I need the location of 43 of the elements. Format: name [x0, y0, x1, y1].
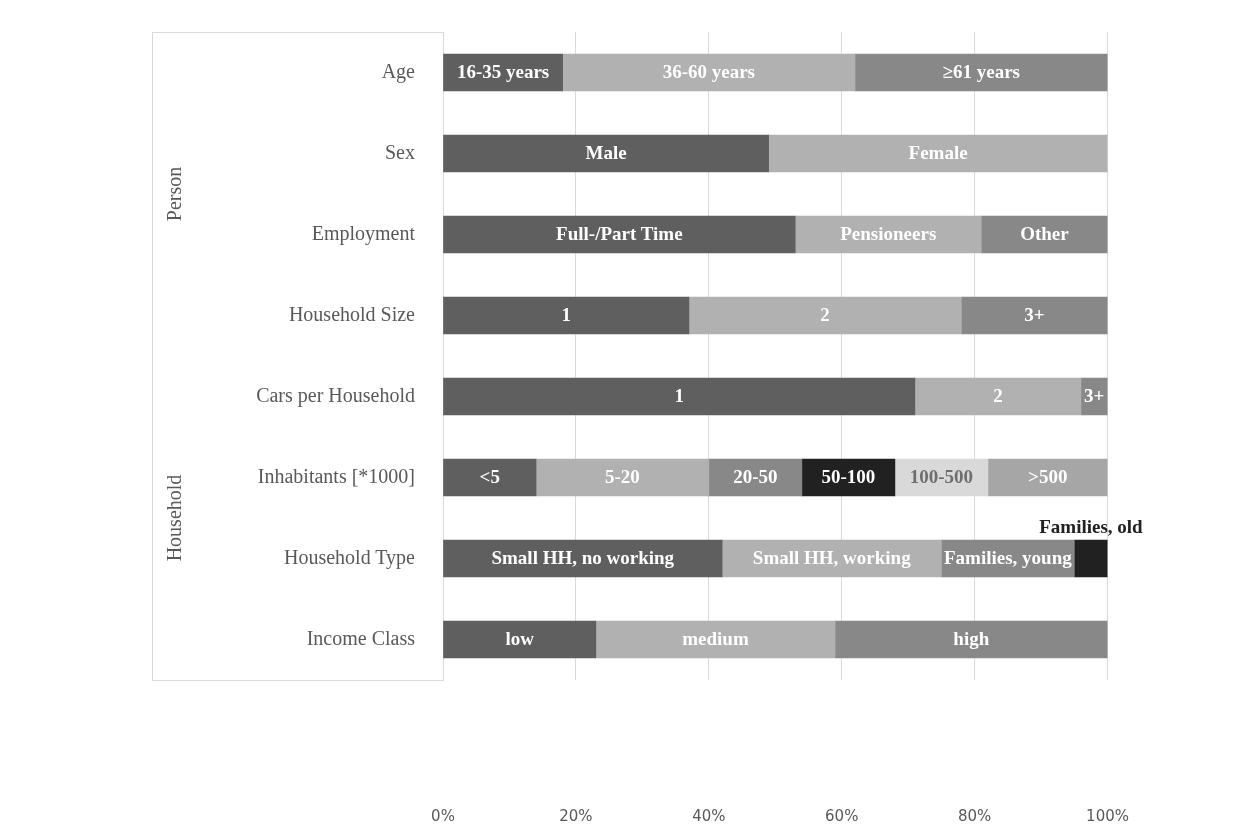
series-label: 36-60 years [662, 61, 755, 83]
series-label: 1 [674, 385, 684, 407]
series-label: Families, old [1039, 516, 1144, 538]
series-label: Small HH, no working [491, 547, 675, 569]
x-tick-label: 100% [1086, 806, 1129, 825]
text: Household [163, 474, 186, 562]
series-label: Other [1020, 223, 1070, 245]
series-label: ≥61 years [942, 61, 1021, 83]
series-label: high [953, 628, 990, 650]
series-label: medium [682, 628, 749, 650]
x-tick-label: 60% [825, 806, 859, 825]
series-label: 2 [820, 304, 830, 326]
series-label: >500 [1028, 466, 1068, 488]
series-label: Pensioneers [840, 223, 937, 245]
series-label: Female [908, 142, 968, 164]
series-label: 2 [993, 385, 1003, 407]
x-tick-label: 80% [957, 806, 992, 825]
y-tick-label: Employment [311, 221, 416, 245]
series-label: low [505, 628, 535, 650]
series-label: Families, young [944, 547, 1073, 569]
text: Person [163, 166, 186, 222]
series-label: 50-100 [821, 466, 876, 488]
y-tick-label: Inhabitants [*1000] [257, 464, 415, 487]
series-label: Male [585, 142, 627, 164]
series-label: 3+ [1084, 385, 1105, 407]
x-tick-label: 40% [692, 806, 726, 825]
y-tick-label: Sex [385, 140, 415, 163]
y-tick-label: Age [381, 59, 416, 83]
y-tick-label: Household Type [284, 545, 416, 569]
series-label: Small HH, working [752, 547, 912, 569]
x-tick-label: 0% [431, 806, 455, 825]
series-label: 20-50 [733, 466, 778, 488]
y-tick-label: Income Class [306, 626, 416, 649]
series-label: 1 [561, 304, 571, 326]
series-label: <5 [479, 466, 500, 488]
x-tick-label: 20% [559, 806, 593, 825]
y-tick-label: Cars per Household [256, 383, 415, 407]
series-label: 16-35 years [456, 61, 550, 83]
series-label: 3+ [1024, 304, 1045, 326]
series-label: 100-500 [909, 466, 974, 488]
y-tick-label: Household Size [288, 302, 416, 325]
series-label: Full-/Part Time [556, 223, 683, 245]
series-label: 5-20 [605, 466, 640, 488]
